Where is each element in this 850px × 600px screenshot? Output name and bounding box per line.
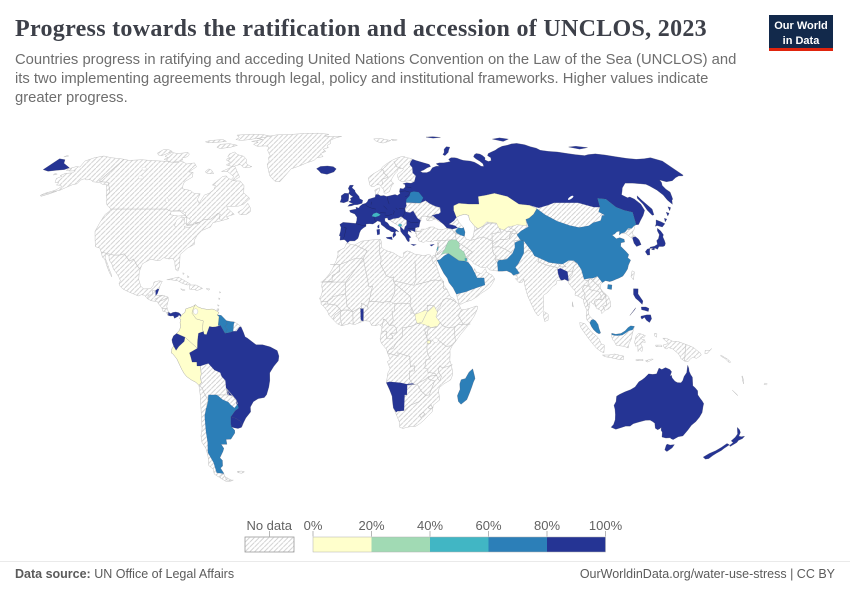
svg-text:80%: 80% [534, 518, 560, 533]
svg-text:No data: No data [246, 518, 292, 533]
svg-text:20%: 20% [358, 518, 384, 533]
svg-text:60%: 60% [475, 518, 501, 533]
svg-text:40%: 40% [417, 518, 443, 533]
svg-text:0%: 0% [304, 518, 323, 533]
svg-text:100%: 100% [589, 518, 623, 533]
